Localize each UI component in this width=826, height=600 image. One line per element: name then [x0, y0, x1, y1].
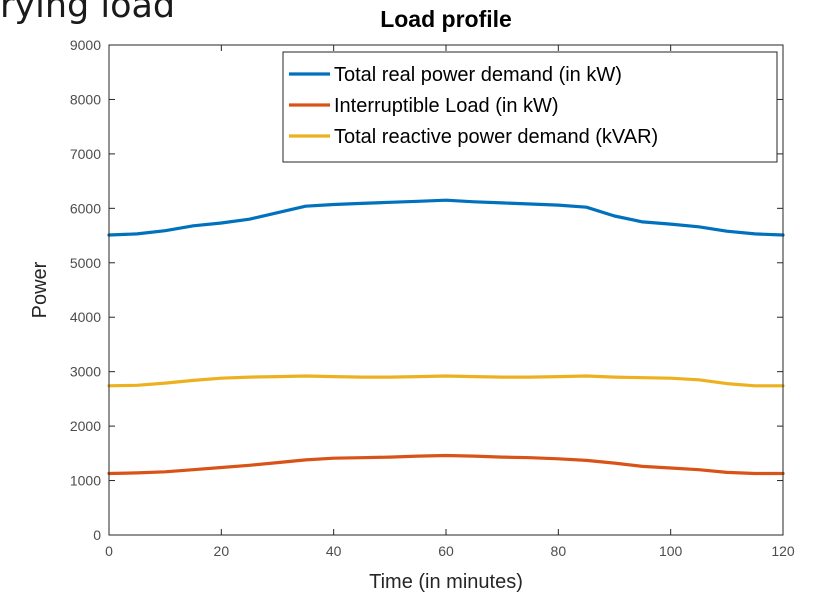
y-axis-title: Power: [29, 261, 51, 318]
y-tick-label: 3000: [70, 364, 101, 380]
legend: Total real power demand (in kW) Interrupt…: [282, 51, 778, 163]
slide-heading: rying load: [0, 0, 176, 26]
y-tick-label: 9000: [70, 37, 101, 53]
x-tick-label: 100: [659, 543, 683, 559]
series-lines: [107, 198, 785, 476]
y-tick-label: 7000: [70, 146, 101, 162]
plot-frame: [108, 44, 784, 536]
legend-label-2: Interruptible Load (in kW): [334, 95, 559, 117]
legend-label-1: Total real power demand (in kW): [334, 64, 622, 86]
series-line-1: [107, 198, 785, 237]
legend-label-3: Total reactive power demand (kVAR): [334, 126, 658, 148]
x-tick-label: 60: [438, 543, 454, 559]
x-axis: 0 20 40 60 80 100 120: [105, 45, 795, 559]
x-tick-label: 80: [551, 543, 567, 559]
x-tick-label: 40: [326, 543, 342, 559]
x-tick-label: 120: [771, 543, 795, 559]
y-tick-label: 8000: [70, 91, 101, 107]
y-tick-label: 5000: [70, 255, 101, 271]
y-tick-label: 6000: [70, 200, 101, 216]
y-tick-label: 1000: [70, 473, 101, 489]
y-tick-label: 2000: [70, 418, 101, 434]
chart-title: Load profile: [380, 6, 512, 32]
series-line-2: [107, 453, 785, 476]
x-tick-label: 20: [214, 543, 230, 559]
legend-box: [282, 51, 778, 163]
y-tick-label: 4000: [70, 309, 101, 325]
x-axis-title: Time (in minutes): [369, 571, 523, 593]
x-tick-label: 0: [105, 543, 113, 559]
series-line-3: [107, 374, 785, 388]
y-axis: 0 1000 2000 3000 4000 5000 6000 7000 8000 9000: [70, 37, 783, 543]
y-tick-label: 0: [93, 527, 101, 543]
